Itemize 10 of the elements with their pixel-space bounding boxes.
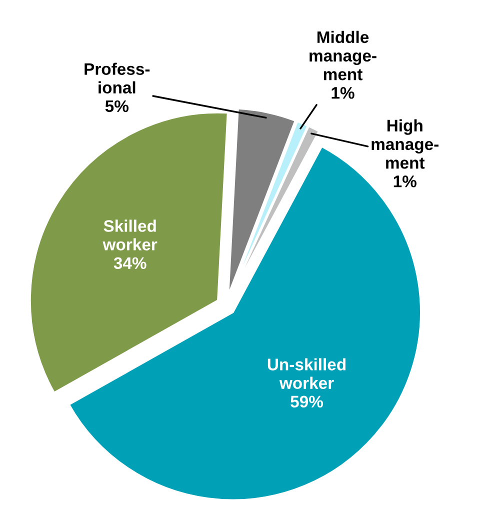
- data-label: 5%: [105, 100, 129, 112]
- slice-label: Profess- ional: [84, 62, 150, 94]
- data-label: 1%: [332, 87, 354, 99]
- data-label: 59%: [290, 396, 323, 408]
- data-label: 34%: [114, 257, 146, 270]
- data-label: 1%: [394, 176, 416, 188]
- slice-label: Un-skilled worker: [268, 358, 346, 389]
- slice-label: Middle manage- ment: [310, 30, 376, 80]
- slice-label: Skilled worker: [102, 220, 158, 250]
- slice-label: High manage- ment: [372, 119, 438, 169]
